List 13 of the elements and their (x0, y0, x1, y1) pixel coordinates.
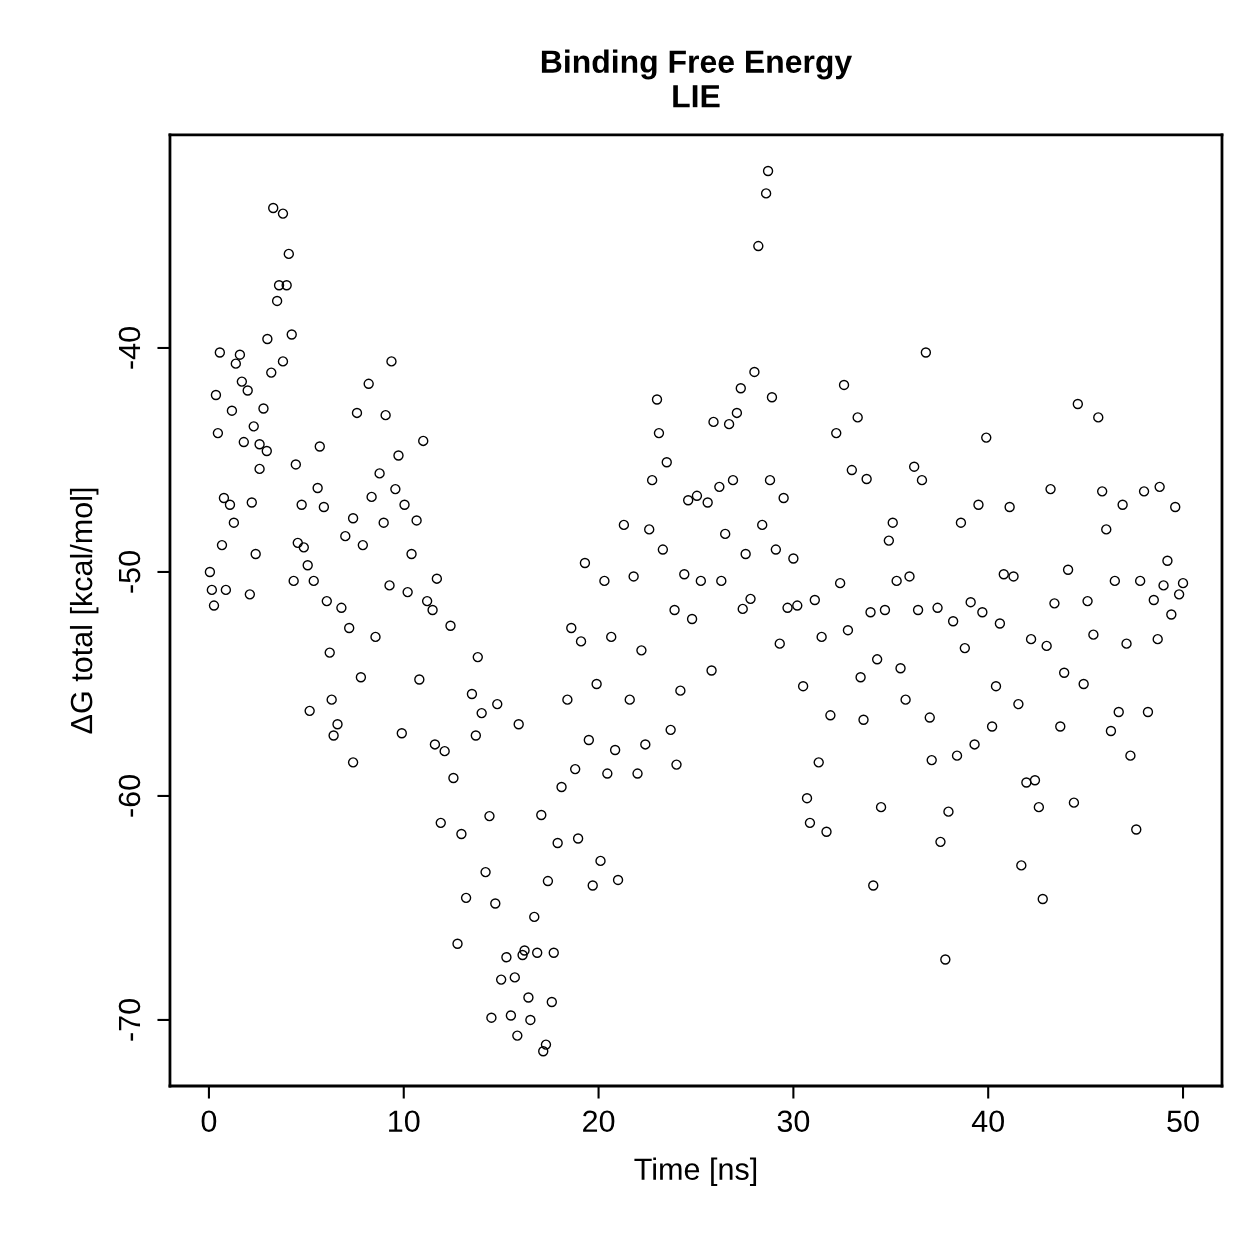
x-tick-label: 40 (971, 1110, 1004, 1133)
x-tick-label: 30 (777, 1110, 810, 1133)
y-tick-label: -40 (118, 327, 141, 369)
x-tick-label: 20 (583, 1110, 615, 1133)
y-axis-title: ΔG total [kcal/mol] (69, 488, 99, 734)
chart-title: Binding Free Energy LIE (541, 49, 853, 108)
x-axis-title: Time [ns] (634, 1157, 757, 1187)
x-tick-label: 50 (1167, 1110, 1199, 1133)
y-tick-label: -50 (118, 551, 141, 593)
y-tick-label: -70 (118, 999, 141, 1041)
y-tick-label: -60 (118, 775, 141, 817)
x-tick-label: 10 (389, 1110, 420, 1133)
x-tick-label: 0 (201, 1110, 217, 1133)
